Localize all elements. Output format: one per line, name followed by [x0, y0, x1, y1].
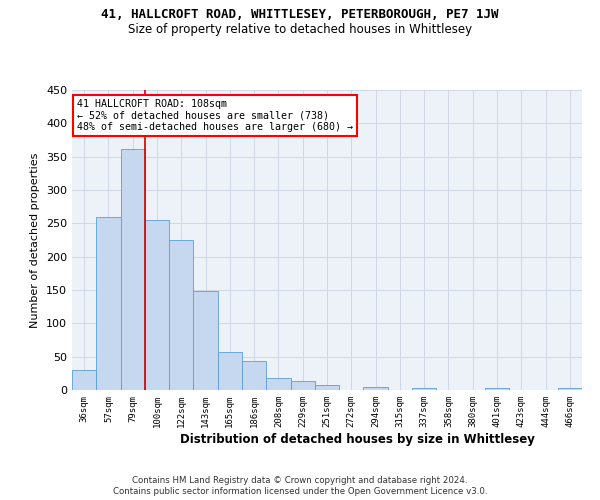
Text: 41, HALLCROFT ROAD, WHITTLESEY, PETERBOROUGH, PE7 1JW: 41, HALLCROFT ROAD, WHITTLESEY, PETERBOR… — [101, 8, 499, 20]
Text: Size of property relative to detached houses in Whittlesey: Size of property relative to detached ho… — [128, 22, 472, 36]
Bar — [485, 388, 509, 390]
Bar — [242, 362, 266, 390]
Bar — [145, 220, 169, 390]
Y-axis label: Number of detached properties: Number of detached properties — [31, 152, 40, 328]
Text: Contains public sector information licensed under the Open Government Licence v3: Contains public sector information licen… — [113, 488, 487, 496]
Bar — [121, 148, 145, 390]
Bar — [72, 370, 96, 390]
Text: 41 HALLCROFT ROAD: 108sqm
← 52% of detached houses are smaller (738)
48% of semi: 41 HALLCROFT ROAD: 108sqm ← 52% of detac… — [77, 99, 353, 132]
Bar — [169, 240, 193, 390]
Bar — [558, 388, 582, 390]
Bar — [315, 384, 339, 390]
Text: Contains HM Land Registry data © Crown copyright and database right 2024.: Contains HM Land Registry data © Crown c… — [132, 476, 468, 485]
Bar — [96, 216, 121, 390]
Bar — [412, 388, 436, 390]
Bar — [193, 292, 218, 390]
Bar — [218, 352, 242, 390]
Text: Distribution of detached houses by size in Whittlesey: Distribution of detached houses by size … — [179, 432, 535, 446]
Bar — [364, 386, 388, 390]
Bar — [290, 382, 315, 390]
Bar — [266, 378, 290, 390]
